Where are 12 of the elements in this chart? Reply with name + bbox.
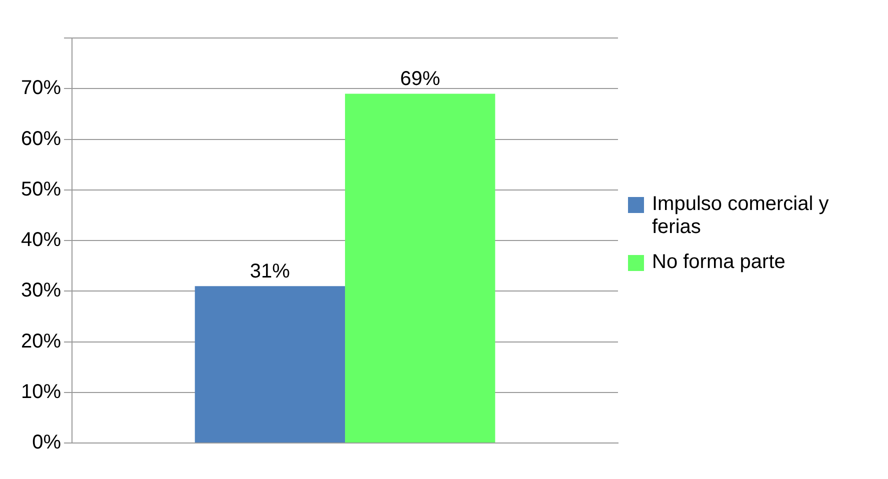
y-tick-label: 40% [21, 229, 62, 252]
data-label: 31% [250, 260, 290, 283]
y-tick-label: 20% [21, 330, 62, 352]
data-label: 69% [400, 68, 440, 90]
y-tick-label: 10% [21, 380, 62, 403]
legend-label: No forma parte [652, 251, 786, 274]
y-tick-label: 50% [21, 178, 62, 200]
y-tick-label: 0% [32, 432, 62, 454]
y-tick-label: 60% [21, 128, 62, 150]
y-tick-label: 30% [21, 280, 62, 302]
y-tick-label: 70% [21, 77, 62, 100]
legend-label: Impulso comercial y ferias [652, 193, 830, 239]
